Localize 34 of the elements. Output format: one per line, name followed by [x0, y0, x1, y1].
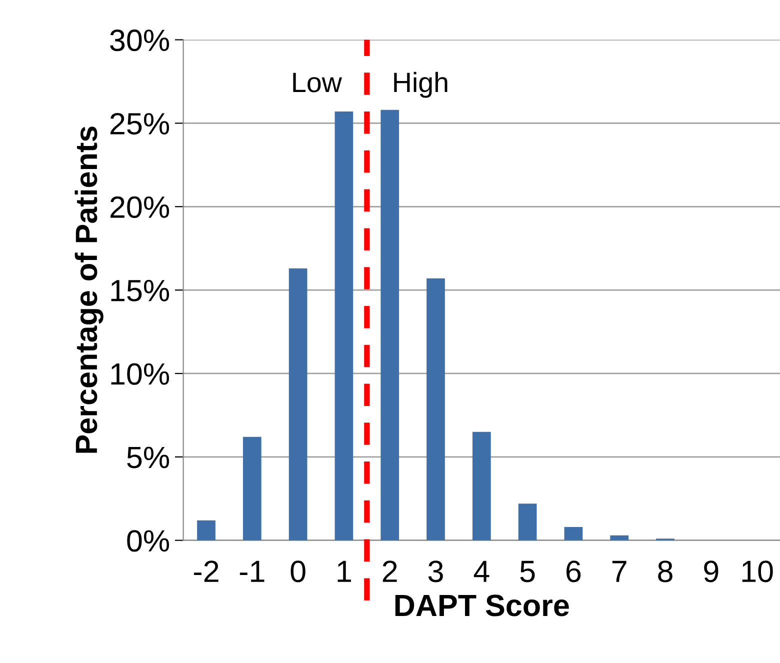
y-axis-title: Percentage of Patients [74, 126, 104, 453]
bar [518, 504, 537, 540]
x-tick-label: -2 [194, 560, 218, 582]
x-tick-label: 1 [338, 560, 351, 582]
x-tick-label: 4 [474, 560, 490, 582]
annotation: Low [293, 72, 342, 92]
x-tick-label: 3 [428, 560, 443, 582]
annotation: High [394, 72, 448, 98]
x-axis-title: DAPT Score [395, 594, 569, 616]
x-tick-label: 10 [742, 560, 773, 582]
y-tick-label: 20% [110, 196, 170, 218]
bar [610, 535, 629, 540]
y-tick-label: 10% [111, 363, 170, 385]
y-tick-label: 0% [127, 530, 170, 552]
bar [472, 432, 491, 540]
x-tick-label: 0 [290, 560, 306, 582]
x-tick-label: 2 [382, 560, 397, 582]
y-tick-label: 25% [110, 112, 170, 135]
y-tick-label: 30% [110, 30, 170, 52]
bar [380, 110, 400, 540]
x-tick-label: 9 [704, 560, 718, 582]
x-tick-label: 8 [658, 560, 672, 582]
y-tick-label: 15% [111, 280, 170, 302]
y-tick-label: 5% [127, 446, 170, 468]
bar [197, 520, 216, 540]
x-tick-label: 6 [566, 560, 581, 582]
bar [564, 526, 583, 540]
bar [334, 112, 354, 540]
bar [426, 278, 445, 540]
x-tick-label: 5 [520, 560, 535, 582]
x-tick-label: 7 [612, 560, 626, 582]
bar [242, 436, 262, 540]
bar [288, 268, 308, 540]
x-tick-label: -1 [240, 560, 264, 582]
